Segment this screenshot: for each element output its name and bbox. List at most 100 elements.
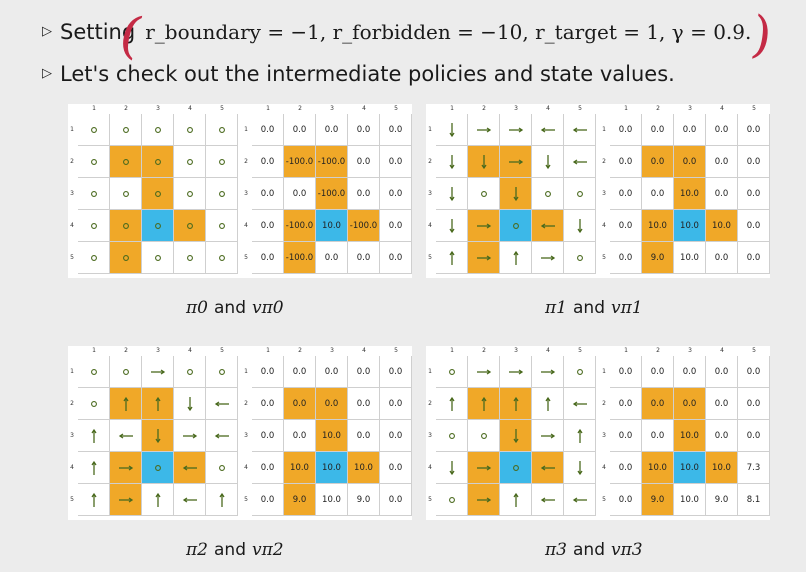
- value-cell: 0.0: [380, 452, 412, 484]
- row-label: 4: [244, 222, 248, 229]
- policy-cell: [436, 178, 468, 210]
- column-label: 4: [188, 105, 192, 112]
- caption-and: and: [573, 540, 605, 560]
- value-cell: 0.0: [610, 146, 642, 178]
- stay-circle-icon: [218, 126, 225, 133]
- value-cell: 0.0: [252, 388, 284, 420]
- value-cell: 0.0: [252, 452, 284, 484]
- value-cell: 10.0: [674, 242, 706, 274]
- value-cell: 10.0: [284, 452, 316, 484]
- caption-and: and: [573, 298, 605, 318]
- policy-cell: [500, 146, 532, 178]
- value-cell: 0.0: [674, 388, 706, 420]
- column-label: 4: [546, 105, 550, 112]
- policy-cell: [500, 452, 532, 484]
- policy-cell: [78, 484, 110, 516]
- policy-cell: [206, 388, 238, 420]
- arrow-up-icon: [512, 250, 519, 265]
- value-cell: 0.0: [380, 356, 412, 388]
- column-label: 4: [720, 347, 724, 354]
- value-cell: 10.0: [316, 452, 348, 484]
- column-label: 2: [656, 347, 660, 354]
- policy-cell: [142, 146, 174, 178]
- policy-cell: [468, 452, 500, 484]
- stay-circle-icon: [154, 254, 161, 261]
- column-label: 5: [220, 347, 224, 354]
- policy-cell: [174, 388, 206, 420]
- value-cell: 0.0: [674, 114, 706, 146]
- stay-circle-icon: [480, 190, 487, 197]
- row-label: 3: [428, 190, 432, 197]
- arrow-up-icon: [512, 396, 519, 411]
- policy-cell: [110, 420, 142, 452]
- value-cell: 0.0: [642, 420, 674, 452]
- policy-cell: [436, 484, 468, 516]
- value-cell: 0.0: [642, 114, 674, 146]
- arrow-down-icon: [186, 396, 193, 411]
- column-label: 3: [514, 105, 518, 112]
- policy-cell: [468, 146, 500, 178]
- stay-circle-icon: [218, 464, 225, 471]
- stay-circle-icon: [122, 222, 129, 229]
- row-label: 3: [602, 432, 606, 439]
- arrow-right-icon: [508, 126, 523, 133]
- red-left-paren-annotation: (: [113, 4, 149, 66]
- column-label: 5: [752, 105, 756, 112]
- column-header: 1 2 3 4 5: [600, 346, 770, 356]
- column-label: 4: [188, 347, 192, 354]
- column-label: 4: [720, 105, 724, 112]
- value-cell: 0.0: [610, 178, 642, 210]
- caption-value: vπ0: [251, 298, 284, 318]
- setting-math-wrap: ( r_boundary = −1, r_forbidden = −10, r_…: [114, 5, 775, 66]
- arrow-up-icon: [90, 460, 97, 475]
- stay-circle-icon: [186, 254, 193, 261]
- policy-cell: [142, 356, 174, 388]
- row-label: 2: [428, 400, 432, 407]
- row-label: 2: [244, 400, 248, 407]
- arrow-down-icon: [448, 218, 455, 233]
- row-label: 2: [70, 158, 74, 165]
- policy-cell: [468, 420, 500, 452]
- value-cell: 0.0: [284, 178, 316, 210]
- policy-cell: [142, 388, 174, 420]
- value-cell: 9.0: [642, 484, 674, 516]
- arrow-right-icon: [476, 368, 491, 375]
- policy-grid: 1 2 3 4 5 1 2 3 4 5: [426, 104, 596, 274]
- value-cell: 0.0: [706, 114, 738, 146]
- row-label: 1: [602, 368, 606, 375]
- arrow-right-icon: [476, 496, 491, 503]
- stay-circle-icon: [512, 464, 519, 471]
- column-label: 2: [656, 105, 660, 112]
- column-label: 2: [124, 347, 128, 354]
- caption-value: vπ2: [251, 540, 284, 560]
- arrow-up-icon: [90, 428, 97, 443]
- arrow-down-icon: [544, 154, 551, 169]
- value-cell: 0.0: [380, 388, 412, 420]
- row-label: 2: [602, 158, 606, 165]
- value-cell: 0.0: [610, 420, 642, 452]
- stay-circle-icon: [218, 158, 225, 165]
- column-label: 3: [330, 105, 334, 112]
- policy-cell: [78, 420, 110, 452]
- policy-cell: [174, 210, 206, 242]
- stay-circle-icon: [154, 464, 161, 471]
- row-label: 3: [602, 190, 606, 197]
- column-label: 2: [482, 347, 486, 354]
- policy-cell: [206, 356, 238, 388]
- arrow-right-icon: [182, 432, 197, 439]
- column-label: 1: [450, 347, 454, 354]
- value-cell: 0.0: [610, 210, 642, 242]
- value-cell: 0.0: [348, 388, 380, 420]
- bullet-triangle-icon: ▷: [42, 23, 52, 39]
- value-cell: 0.0: [348, 178, 380, 210]
- policy-cell: [110, 178, 142, 210]
- column-label: 5: [578, 347, 582, 354]
- policy-cell: [110, 146, 142, 178]
- arrow-right-icon: [118, 464, 133, 471]
- column-label: 2: [298, 105, 302, 112]
- value-cell: 0.0: [738, 178, 770, 210]
- red-right-paren-annotation: ): [747, 4, 776, 66]
- column-header: 1 2 3 4 5: [242, 346, 412, 356]
- policy-cell: [468, 242, 500, 274]
- arrow-left-icon: [572, 158, 587, 165]
